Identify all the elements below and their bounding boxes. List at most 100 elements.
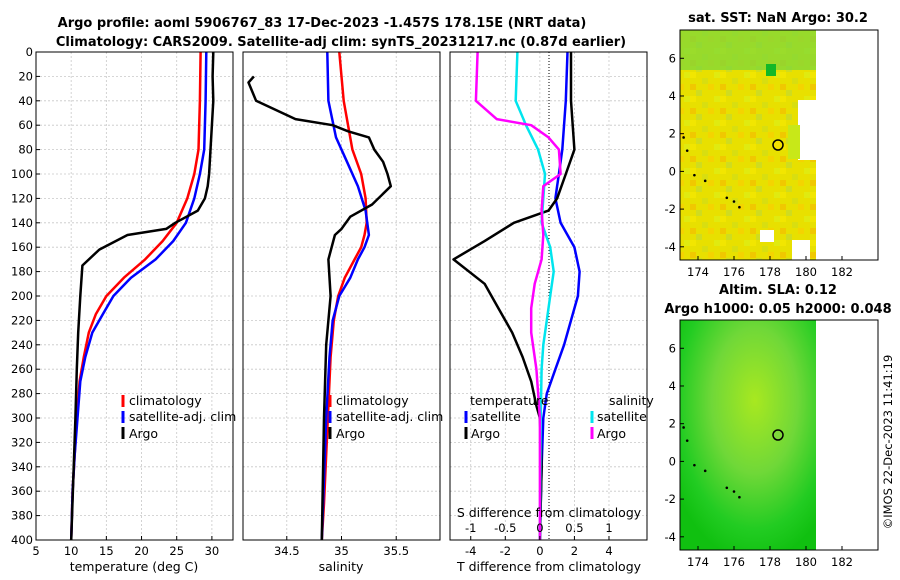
legend-satellite-label: satellite-adj. clim — [336, 409, 443, 424]
map-x-tick-label: 182 — [831, 555, 853, 569]
y-tick-label: 300 — [11, 411, 33, 425]
temperature-lines — [69, 52, 215, 540]
series-satellite-adj-clim — [69, 52, 208, 540]
sst-missing-cells — [798, 100, 816, 160]
map-x-tick-label: 178 — [759, 555, 781, 569]
y-tick-label: 120 — [11, 191, 33, 205]
top-x-tick-label: 0.5 — [565, 521, 583, 535]
map-x-tick-label: 174 — [687, 555, 709, 569]
sst-missing-cells-corner — [792, 240, 810, 260]
sla-field — [680, 320, 816, 550]
series-argo — [247, 75, 393, 540]
sla-map-subtitle: Argo h1000: 0.05 h2000: 0.048 — [664, 302, 891, 317]
coastline-dot — [693, 463, 696, 467]
salinity-xlabel: salinity — [319, 559, 364, 574]
difference-legend: temperature salinity satellite Argo sate… — [464, 393, 654, 441]
x-tick-label: 0 — [536, 544, 543, 558]
y-tick-label: 100 — [11, 167, 33, 181]
map-y-tick-label: -4 — [665, 240, 676, 254]
y-tick-label: 60 — [18, 118, 33, 132]
difference-lines — [452, 52, 581, 540]
map-x-tick-label: 180 — [795, 265, 817, 279]
legend-satellite-label: satellite-adj. clim — [129, 409, 236, 424]
series-climatology — [320, 52, 368, 540]
difference-grid — [450, 51, 647, 541]
y-tick-label: 380 — [11, 509, 33, 523]
title-line-1: Argo profile: aoml 5906767_83 17-Dec-202… — [58, 16, 587, 31]
x-tick-label: 10 — [64, 544, 79, 558]
difference-panel: -4 -2 0 2 4 -1 -0.5 0 0.5 1 S difference from cl… — [449, 51, 654, 574]
legend-climatology-label: climatology — [129, 393, 202, 408]
series-argo — [69, 52, 215, 540]
temperature-legend: climatology satellite-adj. clim Argo — [121, 393, 236, 441]
top-x-tick-label: -0.5 — [494, 521, 516, 535]
footer-credit: ©IMOS 22-Dec-2023 11:41:19 — [881, 355, 895, 530]
top-x-tick-label: 1 — [605, 521, 612, 535]
legend-temp-argo-label: Argo — [471, 426, 500, 441]
coastline-dot — [703, 179, 707, 183]
x-tick-label: 20 — [134, 544, 149, 558]
sst-cool-patch — [766, 64, 776, 76]
salinity-lines — [247, 52, 393, 540]
x-tick-label: 35 — [334, 544, 349, 558]
sst-map: sat. SST: NaN Argo: 30.2 174 176 178 180 182… — [665, 11, 879, 279]
map-x-tick-label: 180 — [795, 555, 817, 569]
sst-cool-band — [680, 30, 816, 70]
y-tick-label: 360 — [11, 484, 33, 498]
legend-sal-satellite-label: satellite — [597, 409, 647, 424]
y-tick-label: 40 — [18, 94, 33, 108]
salinity-grid — [243, 51, 440, 541]
legend-temperature-heading: temperature — [470, 393, 549, 408]
coastline-dot — [682, 426, 685, 429]
legend-temp-satellite-label: satellite — [471, 409, 521, 424]
salinity-panel: 34.5 35 35.5 salinity climatology satellit… — [242, 51, 443, 574]
coastline-dot — [738, 495, 741, 499]
x-tick-label: -2 — [500, 544, 511, 558]
y-tick-label: 400 — [11, 533, 33, 547]
y-tick-label: 140 — [11, 216, 33, 230]
map-x-tick-label: 178 — [759, 265, 781, 279]
legend-climatology-label: climatology — [336, 393, 409, 408]
series-temperature-argo — [452, 52, 576, 540]
legend-argo-label: Argo — [336, 426, 365, 441]
coastline-dot — [725, 486, 729, 490]
difference-top-ticks: -1 -0.5 0 0.5 1 — [465, 521, 613, 535]
map-y-tick-label: 4 — [669, 379, 676, 393]
coastline-dot — [732, 490, 736, 493]
series-satellite-adj-clim — [320, 52, 371, 540]
coastline-dot — [685, 439, 689, 442]
temperature-x-ticks: 5 10 15 20 25 30 — [32, 536, 219, 558]
map-x-tick-label: 174 — [687, 265, 709, 279]
x-tick-label: 15 — [99, 544, 114, 558]
coastline-dot — [738, 205, 741, 209]
x-tick-label: 25 — [169, 544, 184, 558]
salinity-legend: climatology satellite-adj. clim Argo — [328, 393, 443, 441]
sla-map-title: Altim. SLA: 0.12 — [719, 283, 837, 298]
y-tick-label: 340 — [11, 460, 33, 474]
sla-map-ticks: 174 176 178 180 182 -4 -2 0 2 4 6 — [665, 341, 853, 569]
coastline-dot — [725, 196, 729, 200]
y-tick-label: 260 — [11, 362, 33, 376]
y-tick-label: 220 — [11, 313, 33, 327]
difference-xlabel-top: S difference from climatology — [457, 505, 642, 520]
coastline-dot — [693, 173, 696, 177]
sla-map: Altim. SLA: 0.12 Argo h1000: 0.05 h2000:… — [664, 283, 891, 569]
map-x-tick-label: 176 — [723, 265, 745, 279]
y-tick-label: 200 — [11, 289, 33, 303]
sst-map-ticks: 174 176 178 180 182 -4 -2 0 2 4 6 — [665, 51, 853, 279]
map-y-tick-label: 0 — [669, 454, 676, 468]
y-tick-label: 280 — [11, 387, 33, 401]
map-y-tick-label: 6 — [669, 341, 676, 355]
temperature-xlabel: temperature (deg C) — [70, 559, 199, 574]
x-tick-label: 30 — [205, 544, 220, 558]
depth-y-ticks: 0 20 40 60 80 100 120 140 160 180 200 220 240 260 280 3… — [11, 45, 40, 547]
sst-cells — [788, 125, 800, 159]
legend-argo-label: Argo — [129, 426, 158, 441]
salinity-x-ticks: 34.5 35 35.5 — [274, 536, 409, 558]
y-tick-label: 20 — [18, 69, 33, 83]
sla-argo-marker — [772, 429, 784, 441]
sst-argo-marker — [772, 139, 784, 151]
series-salinity-satellite — [514, 52, 555, 540]
sst-map-title: sat. SST: NaN Argo: 30.2 — [688, 11, 868, 26]
x-tick-label: 35.5 — [383, 544, 409, 558]
